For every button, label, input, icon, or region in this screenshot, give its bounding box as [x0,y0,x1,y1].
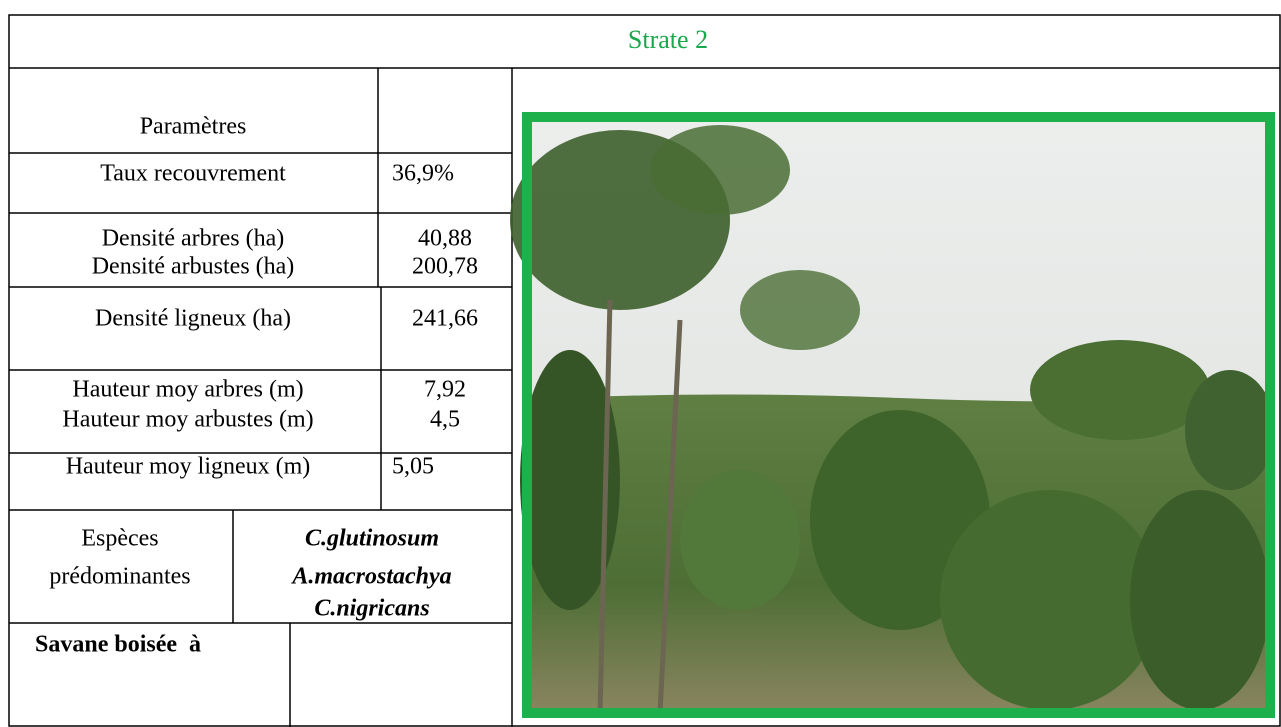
species-name: A.macrostachya [290,564,451,590]
species-label: prédominantes [49,564,190,590]
header: Paramètres [140,114,247,140]
photo [510,112,1275,718]
param-label: Hauteur moy arbustes (m) [62,407,313,433]
param-label: Densité arbustes (ha) [92,254,295,280]
param-value: 4,5 [430,407,460,433]
param-label: Hauteur moy ligneux (m) [66,454,311,480]
param-value: 40,88 [418,226,472,252]
species-label: Espèces [81,526,158,552]
param-value: 200,78 [412,254,478,280]
title: Strate 2 [628,25,708,54]
param-value: 5,05 [392,454,434,480]
species-name: C.glutinosum [305,526,439,552]
species-name: C.nigricans [314,596,429,622]
param-label: Densité ligneux (ha) [95,306,291,332]
param-label: Taux recouvrement [100,161,286,187]
param-value: 7,92 [424,377,466,403]
footer: Savane boisée à [35,632,201,658]
param-value: 36,9% [392,161,454,187]
param-label: Hauteur moy arbres (m) [72,377,303,403]
param-label: Densité arbres (ha) [102,226,285,252]
param-value: 241,66 [412,306,478,332]
